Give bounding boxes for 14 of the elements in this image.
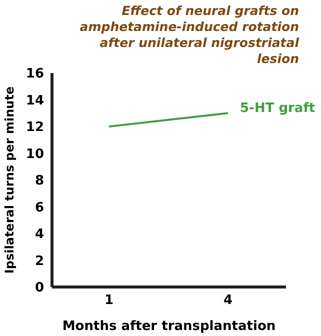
y-tick-label: 16 (26, 66, 44, 82)
y-tick-label: 10 (26, 146, 44, 162)
y-tick-label: 4 (34, 227, 44, 242)
y-tick-label: 6 (34, 200, 44, 216)
series-label: 5-HT graft (240, 101, 316, 116)
chart-title: Effect of neural grafts on amphetamine-induced rotation after unilateral nigrostriatal lesion (78, 3, 299, 67)
y-axis-title: Ipsilateral turns per minute (2, 86, 16, 274)
y-tick-label: 0 (34, 280, 44, 296)
y-tick-label: 8 (34, 174, 44, 189)
y-tick-label: 12 (26, 120, 44, 136)
x-axis-title: Months after transplantation (62, 319, 276, 334)
x-tick-label: 1 (104, 293, 114, 308)
y-tick-label: 2 (34, 254, 44, 269)
y-tick-label: 14 (26, 93, 44, 108)
